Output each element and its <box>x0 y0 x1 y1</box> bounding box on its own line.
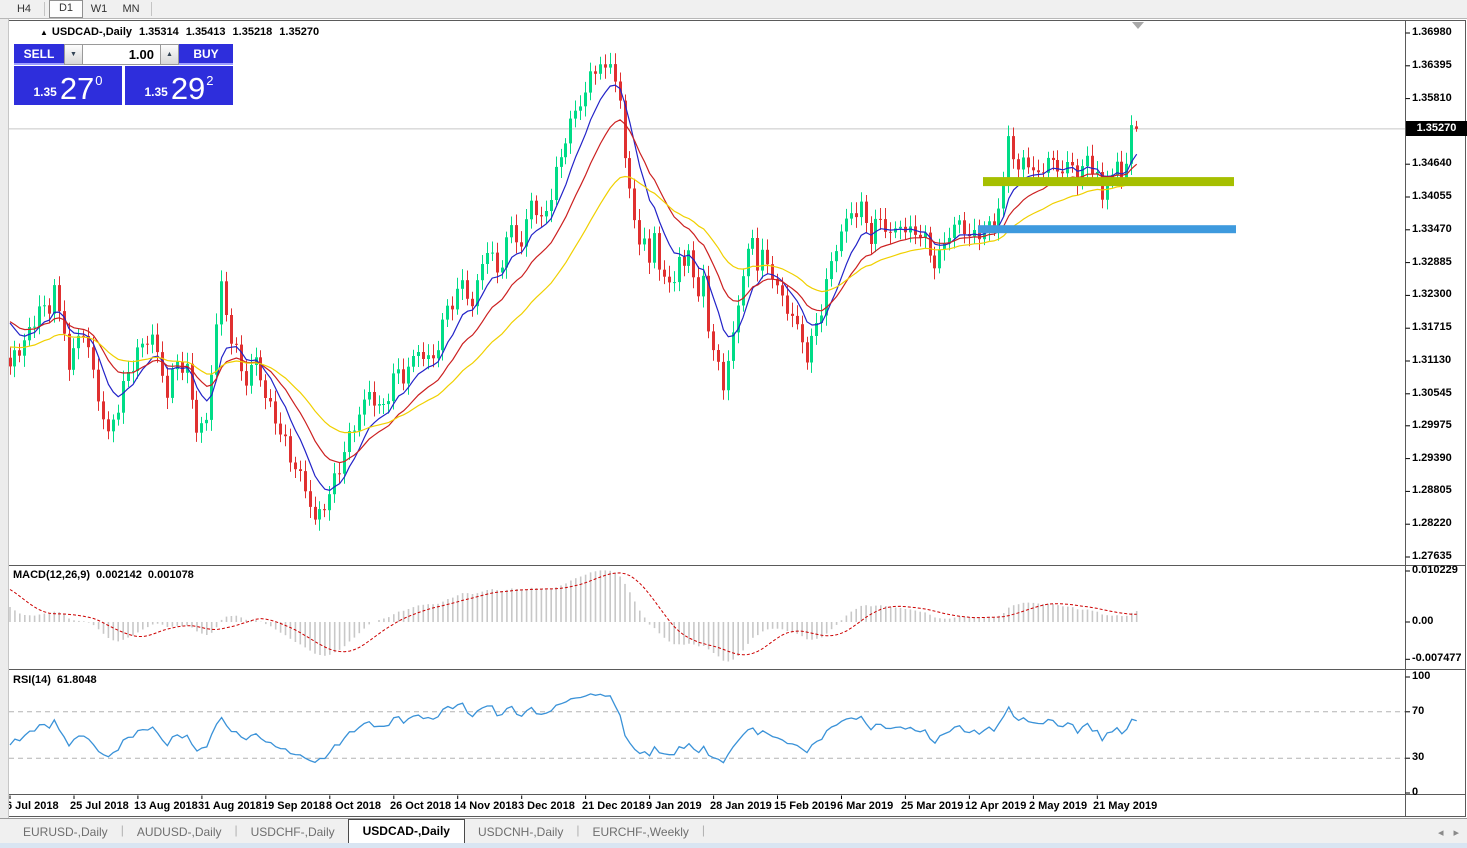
left-dock-strip <box>0 19 9 818</box>
moving-average-17 <box>9 119 1138 464</box>
sell-price-big: 27 <box>59 71 95 106</box>
collapse-arrow-icon[interactable]: ▲ <box>40 28 48 37</box>
timeframe-button-mn[interactable]: MN <box>122 3 140 15</box>
timeframe-button-d1[interactable]: D1 <box>49 0 83 18</box>
buy-price-prefix: 1.35 <box>144 85 168 99</box>
tab-usdcad[interactable]: USDCAD-,Daily <box>347 819 465 843</box>
tab-scroll-arrows: ◂ ▸ <box>1438 826 1459 839</box>
sell-price-sup: 0 <box>95 73 103 88</box>
buy-price-sup: 2 <box>206 73 214 88</box>
resistance-zone[interactable] <box>983 177 1234 187</box>
volume-increase-button[interactable]: ▲ <box>160 44 179 65</box>
tab-eurusd[interactable]: EURUSD-,Daily <box>23 825 108 839</box>
macd-signal-line <box>9 572 1137 656</box>
tab-separator: | <box>120 823 124 837</box>
tab-usdcnh[interactable]: USDCNH-,Daily <box>477 825 564 839</box>
macd-label: MACD(12,26,9) 0.002142 0.001078 <box>13 569 200 581</box>
rsi-line <box>9 693 1137 764</box>
buy-price-big: 29 <box>170 71 206 106</box>
bar-high-value: 1.35413 <box>185 26 226 38</box>
bar-open-value: 1.35314 <box>139 26 179 38</box>
moving-average-8 <box>9 84 1138 491</box>
tab-usdchf[interactable]: USDCHF-,Daily <box>250 825 335 839</box>
status-strip <box>0 843 1467 848</box>
support-zone[interactable] <box>978 225 1236 234</box>
sell-price-display[interactable]: 1.35 27 0 <box>14 66 122 105</box>
tab-separator: | <box>234 823 238 837</box>
timeframe-button-h4[interactable]: H4 <box>16 3 32 15</box>
rsi-name: RSI(14) <box>13 674 51 686</box>
bar-low-value: 1.35218 <box>232 26 273 38</box>
buy-button[interactable]: BUY <box>179 44 233 65</box>
tab-scroll-right-button[interactable]: ▸ <box>1453 827 1459 839</box>
timeframe-toolbar: H4 D1 W1 MN <box>0 0 1467 19</box>
volume-decrease-button[interactable]: ▼ <box>64 44 83 65</box>
rsi-pane <box>9 693 1405 764</box>
rsi-value: 61.8048 <box>56 674 97 686</box>
toolbar-separator <box>44 2 45 16</box>
tab-separator: | <box>576 823 580 837</box>
volume-input[interactable]: 1.00 <box>83 44 160 65</box>
one-click-trade-panel: SELL ▼ 1.00 ▲ BUY 1.35 27 0 1.35 29 2 <box>14 44 233 105</box>
sell-price-prefix: 1.35 <box>33 85 57 99</box>
sell-button[interactable]: SELL <box>14 44 64 65</box>
main-price-pane <box>9 52 1405 531</box>
buy-price-display[interactable]: 1.35 29 2 <box>125 66 233 105</box>
macd-name: MACD(12,26,9) <box>13 569 91 581</box>
tab-separator: | <box>701 823 706 837</box>
timeframe-button-w1[interactable]: W1 <box>90 3 108 15</box>
symbol-label: USDCAD-,Daily <box>51 26 132 38</box>
tab-audusd[interactable]: AUDUSD-,Daily <box>136 825 222 839</box>
macd-signal-value: 0.001078 <box>147 569 194 581</box>
chart-tab-bar: EURUSD-,Daily | AUDUSD-,Daily | USDCHF-,Dail… <box>0 818 1467 843</box>
chart-symbol-header: ▲ USDCAD-,Daily 1.35314 1.35413 1.35218 1.352… <box>40 26 326 38</box>
toolbar-separator <box>151 2 152 16</box>
moving-average-34 <box>9 175 1138 434</box>
tab-eurchf[interactable]: EURCHF-,Weekly <box>592 825 689 839</box>
current-price-label: 1.35270 <box>1406 121 1467 136</box>
bar-close-value: 1.35270 <box>279 26 320 38</box>
rsi-label: RSI(14) 61.8048 <box>13 674 103 686</box>
macd-main-value: 0.002142 <box>96 569 142 581</box>
chart-shift-marker[interactable] <box>1132 22 1144 29</box>
timeframe-buttons: H4 D1 W1 MN <box>8 0 156 18</box>
tab-scroll-left-button[interactable]: ◂ <box>1437 827 1444 839</box>
macd-pane <box>9 570 1138 662</box>
